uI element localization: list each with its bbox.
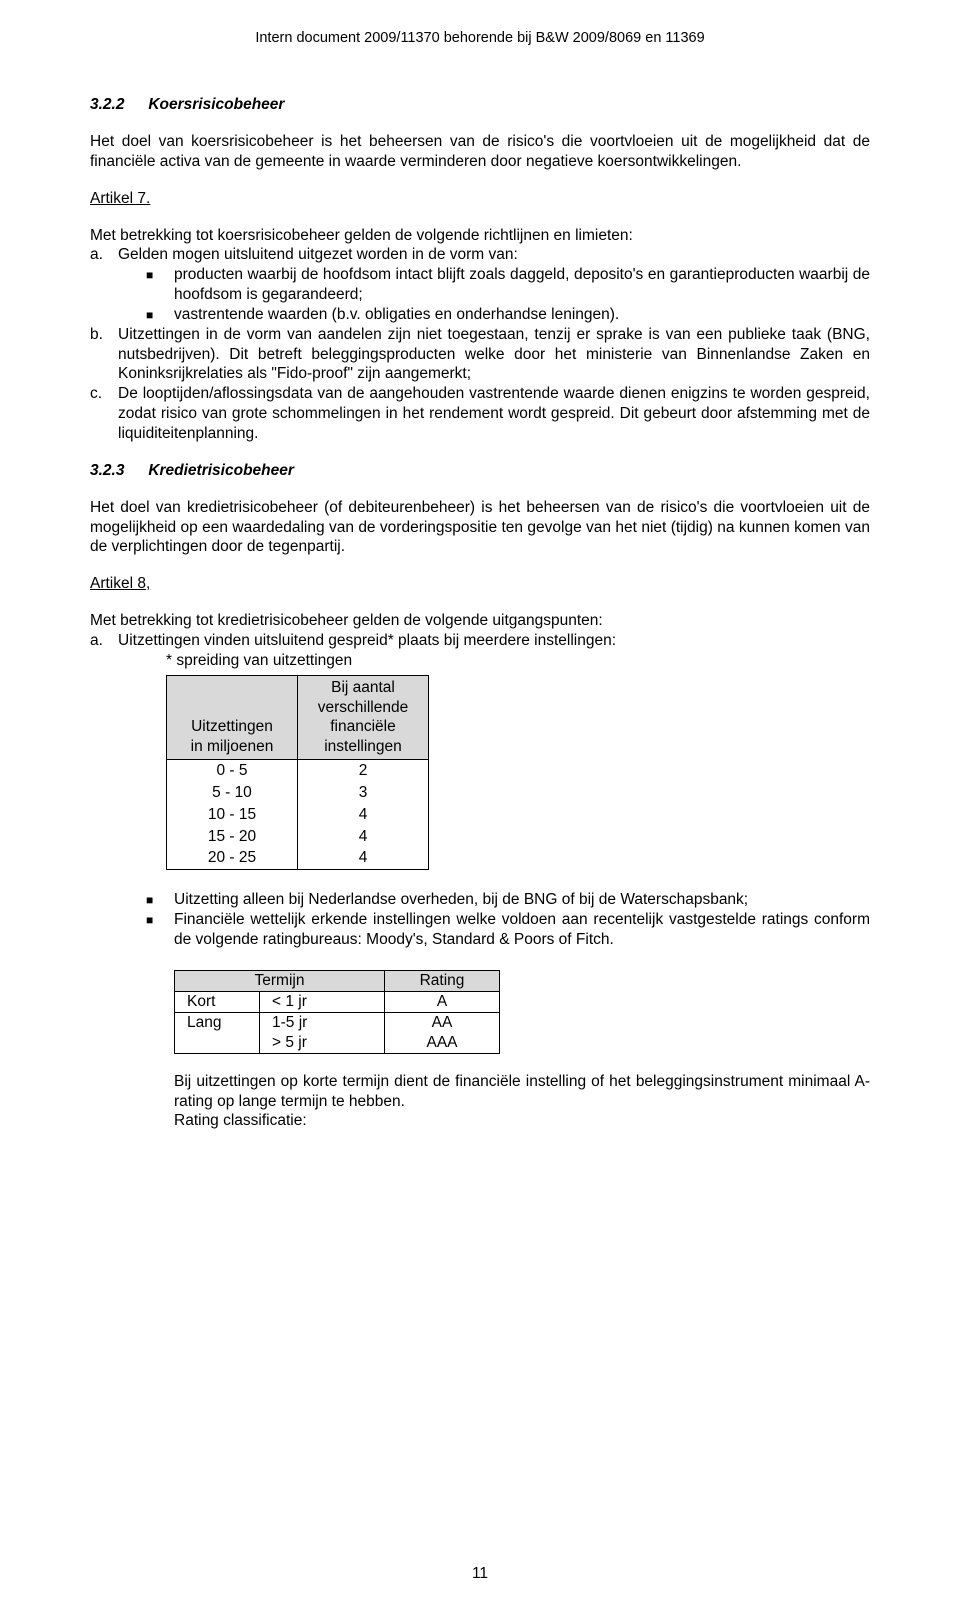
- list-b-text: Uitzettingen in de vorm van aandelen zij…: [118, 325, 870, 384]
- bullet-text: producten waarbij de hoofdsom intact bli…: [174, 265, 870, 305]
- post-table-bullets: ■ Uitzetting alleen bij Nederlandse over…: [146, 890, 870, 949]
- article-8-label: Artikel 8,: [90, 575, 870, 593]
- table-cell: > 5 jr: [260, 1033, 385, 1054]
- list-marker: c.: [90, 384, 118, 443]
- table-cell: AAA: [385, 1033, 500, 1054]
- table-cell: 4: [298, 847, 429, 869]
- table-cell: [175, 1033, 260, 1054]
- table-cell: Lang: [175, 1012, 260, 1033]
- square-bullet-icon: ■: [146, 265, 174, 305]
- bullet-text: Uitzetting alleen bij Nederlandse overhe…: [174, 890, 870, 910]
- list-c-text: De looptijden/aflossingsdata van de aang…: [118, 384, 870, 443]
- section-323-list: a. Uitzettingen vinden uitsluitend gespr…: [90, 631, 870, 651]
- bullet-item: ■ Financiële wettelijk erkende instellin…: [146, 910, 870, 950]
- table-cell: AA: [385, 1012, 500, 1033]
- spread-block: * spreiding van uitzettingen Uitzettinge…: [166, 651, 870, 870]
- t1-h2a: Bij aantal: [308, 678, 418, 698]
- square-bullet-icon: ■: [146, 890, 174, 910]
- document-header: Intern document 2009/11370 behorende bij…: [90, 30, 870, 46]
- list-marker: b.: [90, 325, 118, 384]
- table-cell: 5 - 10: [167, 782, 298, 804]
- table-cell: 4: [298, 804, 429, 826]
- section-322-num: 3.2.2: [90, 96, 144, 114]
- rating-table: Termijn Rating Kort < 1 jr A Lang 1-5 jr…: [174, 970, 500, 1054]
- t1-h2d: instellingen: [308, 737, 418, 757]
- bullet-text: Financiële wettelijk erkende instellinge…: [174, 910, 870, 950]
- square-bullet-icon: ■: [146, 910, 174, 950]
- table-cell: 15 - 20: [167, 826, 298, 848]
- bullet-item: ■ Uitzetting alleen bij Nederlandse over…: [146, 890, 870, 910]
- table-cell: 0 - 5: [167, 760, 298, 782]
- list-a2-text: Uitzettingen vinden uitsluitend gespreid…: [118, 631, 870, 651]
- t2-h2: Rating: [385, 970, 500, 991]
- list-item-a: a. Gelden mogen uitsluitend uitgezet wor…: [90, 245, 870, 324]
- t1-h2c: financiële: [308, 717, 418, 737]
- table-cell: 1-5 jr: [260, 1012, 385, 1033]
- bullet-text: vastrentende waarden (b.v. obligaties en…: [174, 305, 870, 325]
- t1-h1b: in miljoenen: [177, 737, 287, 757]
- t1-h1a: Uitzettingen: [177, 717, 287, 737]
- table-cell: 4: [298, 826, 429, 848]
- page-number: 11: [0, 1565, 960, 1583]
- t1-h2b: verschillende: [308, 698, 418, 718]
- t2-h1: Termijn: [175, 970, 385, 991]
- table-cell: 3: [298, 782, 429, 804]
- bullet-item: ■ vastrentende waarden (b.v. obligaties …: [146, 305, 870, 325]
- rating-table-block: Termijn Rating Kort < 1 jr A Lang 1-5 jr…: [174, 970, 870, 1054]
- tail-para-1: Bij uitzettingen op korte termijn dient …: [174, 1072, 870, 1112]
- table-cell: Kort: [175, 991, 260, 1012]
- tail-block: Bij uitzettingen op korte termijn dient …: [174, 1072, 870, 1131]
- spread-caption: * spreiding van uitzettingen: [166, 651, 870, 671]
- uitzettingen-table: Uitzettingen in miljoenen Bij aantal ver…: [166, 675, 429, 870]
- section-323-heading: 3.2.3 Kredietrisicobeheer: [90, 462, 870, 480]
- list-item-c: c. De looptijden/aflossingsdata van de a…: [90, 384, 870, 443]
- section-322-metline: Met betrekking tot koersrisicobeheer gel…: [90, 226, 870, 246]
- list-item-b: b. Uitzettingen in de vorm van aandelen …: [90, 325, 870, 384]
- article-7-label: Artikel 7.: [90, 190, 870, 208]
- list-a-intro: Gelden mogen uitsluitend uitgezet worden…: [118, 246, 518, 263]
- list-marker: a.: [90, 245, 118, 324]
- table-cell: < 1 jr: [260, 991, 385, 1012]
- table-cell: 10 - 15: [167, 804, 298, 826]
- bullet-item: ■ producten waarbij de hoofdsom intact b…: [146, 265, 870, 305]
- list-item-a2: a. Uitzettingen vinden uitsluitend gespr…: [90, 631, 870, 651]
- section-323-num: 3.2.3: [90, 462, 144, 480]
- section-323-intro: Het doel van kredietrisicobeheer (of deb…: [90, 498, 870, 557]
- section-322-heading: 3.2.2 Koersrisicobeheer: [90, 96, 870, 114]
- tail-para-2: Rating classificatie:: [174, 1111, 870, 1131]
- square-bullet-icon: ■: [146, 305, 174, 325]
- table-cell: A: [385, 991, 500, 1012]
- table-cell: 20 - 25: [167, 847, 298, 869]
- section-323-title: Kredietrisicobeheer: [148, 462, 294, 479]
- table-cell: 2: [298, 760, 429, 782]
- section-322-intro: Het doel van koersrisicobeheer is het be…: [90, 132, 870, 172]
- list-marker: a.: [90, 631, 118, 651]
- section-322-list: a. Gelden mogen uitsluitend uitgezet wor…: [90, 245, 870, 443]
- section-323-metline: Met betrekking tot kredietrisicobeheer g…: [90, 611, 870, 631]
- section-322-title: Koersrisicobeheer: [148, 96, 284, 113]
